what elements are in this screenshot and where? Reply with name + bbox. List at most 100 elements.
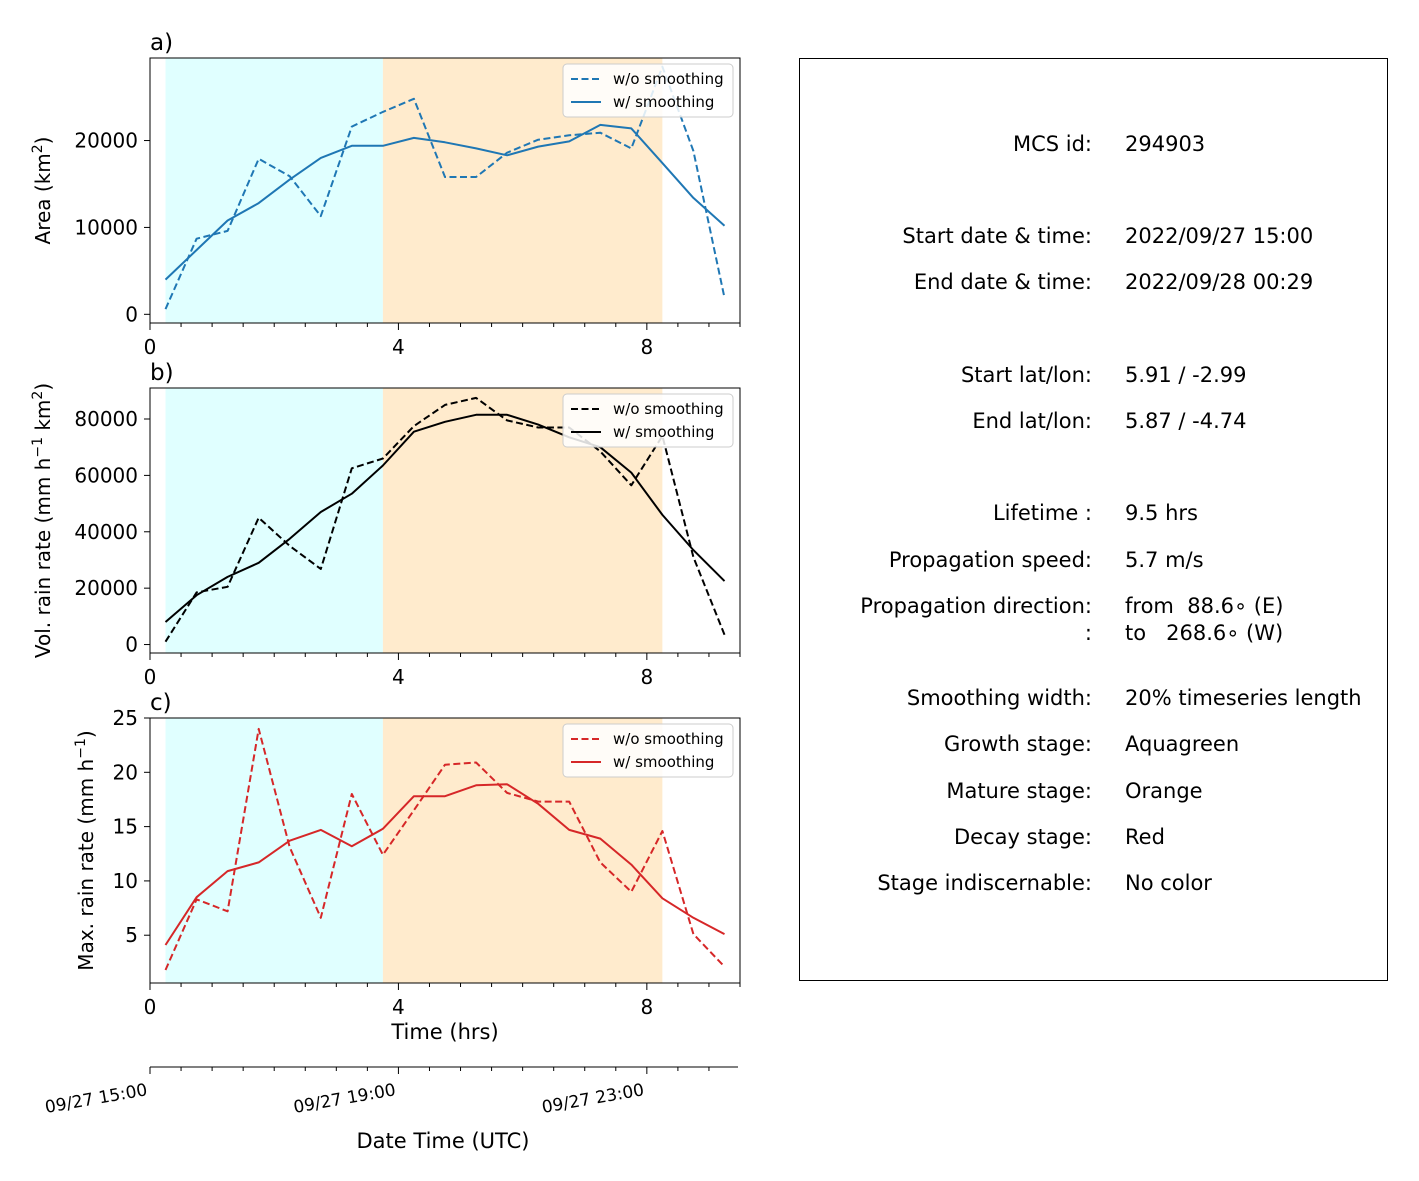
propagation-direction-to: to 268.6∘ (W)	[1125, 621, 1284, 645]
mature-stage-label: Mature stage:	[946, 779, 1092, 803]
y-axis-label-text: Vol. rain rate (mm h	[31, 458, 55, 659]
x-tick-label: 0	[144, 665, 157, 689]
mcs-id-label: MCS id:	[1012, 132, 1092, 156]
growth-stage-value: Aquagreen	[1125, 732, 1240, 756]
y-tick-label: 15	[113, 815, 138, 839]
legend-box	[562, 393, 734, 448]
chart-panel-3: 5 10 15 20 25 0 4 8 c) Max. rain rate (mm h−1) Tim…	[73, 690, 741, 1044]
legend: w/o smoothing w/ smoothing	[562, 63, 734, 118]
y-tick-label: 40000	[74, 520, 138, 544]
legend-label: w/ smoothing	[613, 93, 714, 111]
x-tick-label: 0	[144, 335, 157, 359]
propagation-speed-label: Propagation speed:	[888, 548, 1092, 572]
y-axis-label-text: Max. rain rate (mm h	[74, 759, 98, 971]
propagation-direction-label: Propagation direction:	[860, 594, 1092, 618]
y-axis-label-text: Area (km	[31, 153, 55, 244]
legend-label: w/ smoothing	[613, 423, 714, 441]
y-tick-label: 20	[113, 760, 138, 784]
x-tick-label: 4	[392, 995, 405, 1019]
y-tick-label: 0	[125, 302, 138, 326]
y-tick-label: 10000	[74, 215, 138, 239]
y-tick-label: 20000	[74, 576, 138, 600]
y-axis-label-text: )	[74, 730, 98, 738]
legend-box	[562, 63, 734, 118]
x-tick-label: 4	[392, 665, 405, 689]
start-datetime-label: Start date & time:	[902, 224, 1092, 248]
datetime-axis-label: Date Time (UTC)	[357, 1129, 530, 1153]
lifetime-label: Lifetime :	[992, 501, 1092, 525]
decay-stage-value: Red	[1125, 825, 1165, 849]
y-axis-label-superscript: −1	[73, 738, 89, 759]
x-tick-label: 8	[640, 995, 653, 1019]
y-axis-label: Max. rain rate (mm h−1)	[73, 730, 98, 970]
growth-stage-label: Growth stage:	[943, 732, 1092, 756]
panel-label: c)	[150, 690, 172, 716]
propagation-direction-from: from 88.6∘ (E)	[1125, 594, 1284, 618]
stage-indiscernable-value: No color	[1125, 871, 1212, 895]
panel-label: a)	[150, 30, 173, 56]
y-axis-label-superscript: 2	[30, 144, 46, 153]
lifetime-value: 9.5 hrs	[1125, 501, 1198, 525]
y-axis-label-text: km	[31, 400, 55, 437]
y-axis-label: Area (km2)	[30, 137, 55, 245]
legend-label: w/o smoothing	[613, 730, 724, 748]
y-tick-label: 80000	[74, 407, 138, 431]
mcs-info-panel: MCS id: 294903 Start date & time: 2022/0…	[799, 58, 1388, 981]
propagation-speed-value: 5.7 m/s	[1125, 548, 1204, 572]
end-datetime-value: 2022/09/28 00:29	[1125, 270, 1314, 294]
series-line-without-smoothing	[164, 727, 726, 971]
smoothing-width-label: Smoothing width:	[906, 686, 1092, 710]
plot-frame	[149, 57, 741, 324]
series-line-with-smoothing	[164, 783, 725, 946]
legend: w/o smoothing w/ smoothing	[562, 723, 734, 778]
y-axis-label-superscript: −1	[30, 437, 46, 458]
legend-box	[562, 723, 734, 778]
x-tick-label: 0	[144, 995, 157, 1019]
y-axis-label-text: )	[31, 137, 55, 145]
series-line-without-smoothing	[164, 396, 726, 643]
y-tick-label: 5	[125, 923, 138, 947]
smoothing-width-value: 20% timeseries length	[1125, 686, 1362, 710]
legend-label: w/ smoothing	[613, 753, 714, 771]
datetime-axis: 09/27 15:00 09/27 19:00 09/27 23:00 Date Ti…	[44, 1066, 738, 1153]
y-tick-label: 0	[125, 633, 138, 657]
stage-indiscernable-label: Stage indiscernable:	[877, 871, 1092, 895]
datetime-tick-label: 09/27 19:00	[292, 1080, 397, 1118]
decay-stage-label: Decay stage:	[954, 825, 1092, 849]
y-tick-label: 10	[113, 869, 138, 893]
y-tick-label: 60000	[74, 463, 138, 487]
y-axis-label-superscript: 2	[30, 391, 46, 400]
y-axis-label-text: )	[31, 383, 55, 391]
chart-panel-2: 0 20000 40000 60000 80000 0 4 8 b) Vol. rain rate…	[30, 360, 741, 689]
legend-label: w/o smoothing	[613, 400, 724, 418]
datetime-tick-label: 09/27 15:00	[44, 1080, 149, 1118]
plot-frame	[149, 387, 741, 654]
stage-band-growth-stage	[165, 388, 383, 653]
start-latlon-label: Start lat/lon:	[960, 363, 1092, 387]
legend-label: w/o smoothing	[613, 70, 724, 88]
datetime-tick-label: 09/27 23:00	[540, 1080, 645, 1118]
start-latlon-value: 5.91 / -2.99	[1125, 363, 1247, 387]
panel-label: b)	[150, 360, 174, 386]
plot-frame	[149, 717, 741, 984]
series-line-without-smoothing	[164, 65, 726, 310]
mature-stage-value: Orange	[1125, 779, 1203, 803]
x-axis-label: Time (hrs)	[390, 1020, 498, 1044]
mcs-id-value: 294903	[1125, 132, 1206, 156]
end-latlon-value: 5.87 / -4.74	[1125, 409, 1247, 433]
end-latlon-label: End lat/lon:	[972, 409, 1092, 433]
propagation-direction-label-cont: :	[1084, 621, 1092, 645]
legend: w/o smoothing w/ smoothing	[562, 393, 734, 448]
start-datetime-value: 2022/09/27 15:00	[1125, 224, 1314, 248]
x-tick-label: 8	[640, 665, 653, 689]
end-datetime-label: End date & time:	[913, 270, 1092, 294]
y-tick-label: 25	[113, 706, 138, 730]
series-line-with-smoothing	[164, 413, 726, 623]
series-line-with-smoothing	[164, 123, 726, 281]
y-axis-label: Vol. rain rate (mm h−1 km2)	[30, 383, 55, 658]
x-tick-label: 4	[392, 335, 405, 359]
x-tick-label: 8	[640, 335, 653, 359]
y-tick-label: 20000	[74, 129, 138, 153]
